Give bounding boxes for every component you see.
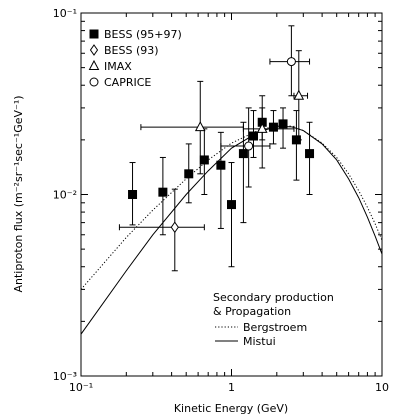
marker-caprice: [286, 57, 296, 67]
legend-marker: [89, 77, 99, 87]
marker-imax: [293, 89, 305, 100]
data-point-bess-95-97: [199, 128, 209, 195]
marker-bess-95-97: [199, 155, 209, 165]
x-tick-label: 10⁻¹: [69, 381, 93, 394]
marker-bess-95-97: [158, 187, 168, 197]
data-point-bess-95-97: [278, 107, 288, 149]
legend-label: BESS (93): [104, 44, 159, 57]
data-point-bess-95-97: [268, 110, 278, 145]
legend-marker: [88, 59, 100, 70]
y-tick-label: 10⁻³: [53, 370, 77, 383]
x-tick-label: 1: [228, 381, 235, 394]
marker-bess-95-97: [216, 160, 226, 170]
legend-marker: [89, 29, 99, 39]
data-point-caprice: [220, 107, 271, 188]
x-axis-label: Kinetic Energy (GeV): [174, 402, 288, 415]
legend-label: IMAX: [104, 60, 132, 73]
y-axis-label: Antiproton flux (m⁻²sr⁻¹sec⁻¹GeV⁻¹): [12, 95, 25, 292]
marker-bess-93: [170, 221, 179, 234]
y-tick-label: 10⁻²: [53, 189, 77, 202]
data-point-bess-95-97: [305, 121, 315, 195]
marker-bess-95-97: [278, 119, 288, 129]
data-points: [118, 25, 315, 272]
data-point-bess-95-97: [128, 162, 138, 226]
marker-bess-95-97: [128, 190, 138, 199]
marker-bess-95-97: [305, 149, 315, 159]
legend-marker: [89, 44, 99, 56]
marker-bess-95-97: [227, 200, 236, 210]
data-point-bess-95-97: [227, 162, 236, 268]
data-point-bess-93: [118, 188, 205, 272]
data-point-bess-95-97: [184, 143, 194, 204]
x-tick-label: 10: [375, 381, 389, 394]
data-point-imax: [293, 50, 309, 141]
data-point-imax: [242, 95, 295, 169]
marker-bess-95-97: [238, 149, 248, 159]
marker-imax: [194, 121, 206, 132]
legend: BESS (95+97) BESS (93) IMAX CAPRICE Secondar…: [88, 28, 334, 348]
data-point-bess-95-97: [291, 110, 301, 181]
curves-legend-title: Secondary production: [213, 291, 334, 304]
legend-label: CAPRICE: [104, 76, 151, 89]
y-tick-label: 10⁻¹: [53, 7, 77, 20]
data-point-bess-95-97: [248, 110, 258, 158]
data-point-caprice: [269, 25, 311, 97]
legend-label: Bergstroem: [243, 321, 307, 334]
axis-tick-labels: 10⁻¹ 1 10 10⁻³ 10⁻² 10⁻¹: [53, 7, 389, 394]
marker-bess-95-97: [248, 131, 258, 141]
data-point-bess-95-97: [158, 156, 168, 236]
legend-label: Mistui: [243, 335, 276, 348]
marker-bess-95-97: [268, 122, 278, 132]
marker-caprice: [244, 141, 254, 151]
data-point-bess-95-97: [238, 121, 248, 224]
curves-legend-title: & Propagation: [213, 305, 291, 318]
marker-bess-95-97: [184, 169, 194, 179]
marker-imax: [256, 122, 268, 133]
data-point-imax: [140, 80, 244, 175]
legend-label: BESS (95+97): [104, 28, 182, 41]
